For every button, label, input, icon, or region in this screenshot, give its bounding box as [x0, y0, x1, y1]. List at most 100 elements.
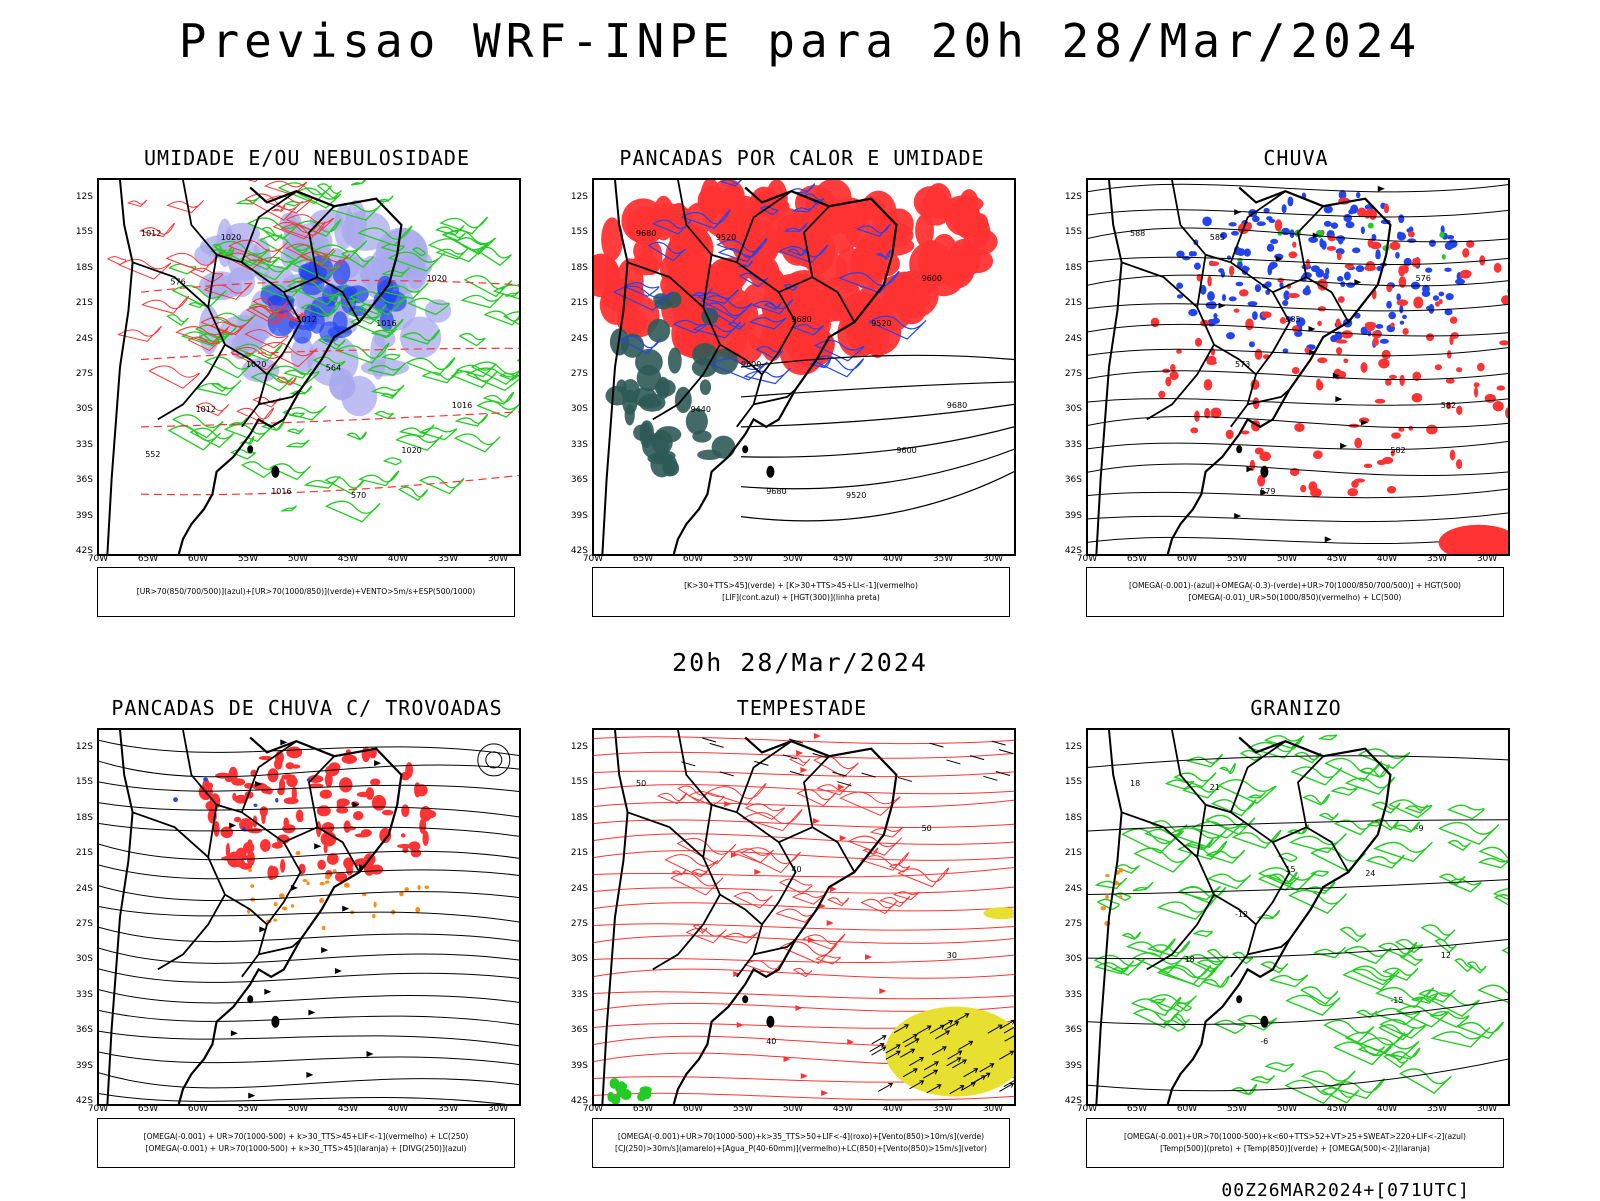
latitude-label: 42S	[570, 546, 588, 556]
contour-label: 570	[351, 491, 366, 500]
longitude-label: 60W	[682, 554, 704, 564]
latitude-label: 39S	[75, 1060, 93, 1071]
contour-label: -9	[1416, 824, 1424, 833]
latitude-label: 12S	[1064, 742, 1082, 752]
latitude-label: 36S	[75, 1025, 93, 1036]
longitude-label: 70W	[582, 1104, 604, 1114]
forecast-map-panel: 1012 1012 1016 1016 1020 1020 1020 1020 1016 1012…	[97, 178, 521, 556]
latitude-label: 18S	[75, 262, 93, 273]
longitude-label: 40W	[387, 554, 409, 564]
contour-label: 9600	[896, 446, 916, 455]
latitude-label: 33S	[1064, 989, 1082, 1000]
latitude-label: 21S	[75, 848, 93, 859]
latitude-label: 21S	[570, 848, 588, 859]
contour-label: 9680	[947, 401, 967, 410]
contour-label: 15	[1285, 865, 1295, 874]
contour-label: 1016	[452, 401, 472, 410]
contour-label: -15	[1390, 996, 1403, 1005]
latitude-label: 12S	[75, 192, 93, 202]
latitude-label: 21S	[75, 298, 93, 309]
longitude-label: 45W	[337, 1104, 359, 1114]
panel-title: PANCADAS DE CHUVA C/ TROVOADAS	[111, 696, 503, 720]
legend-line: [K>30+TTS>45](verde) + [K>30+TTS>45+LI<-…	[684, 581, 918, 590]
contour-label: 9600	[741, 360, 761, 369]
panel-title: UMIDADE E/OU NEBULOSIDADE	[143, 146, 471, 170]
legend-line: [OMEGA(-0.001)+UR>70(1000-500)+k<60+TTS>…	[1123, 1132, 1466, 1141]
longitude-label: 55W	[237, 554, 259, 564]
latitude-label: 30S	[570, 404, 588, 415]
latitude-label: 15S	[75, 227, 93, 238]
longitude-label: 40W	[1376, 1104, 1398, 1114]
latitude-label: 15S	[570, 777, 588, 788]
contour-label: 9520	[846, 491, 866, 500]
latitude-label: 12S	[1064, 192, 1082, 202]
latitude-label: 36S	[75, 475, 93, 486]
latitude-label: 30S	[1064, 404, 1082, 415]
legend-line: [CJ(250)>30m/s](amarelo)+[Agua_P(40-60mm…	[615, 1144, 987, 1153]
longitude-label: 65W	[632, 554, 654, 564]
latitude-label: 39S	[570, 510, 588, 521]
forecast-map-panel	[97, 728, 521, 1106]
latitude-label: 36S	[1064, 1025, 1082, 1036]
longitude-label: 55W	[732, 554, 754, 564]
latitude-label: 12S	[570, 742, 588, 752]
longitude-label: 35W	[437, 554, 459, 564]
contour-label: 9520	[871, 319, 891, 328]
latitude-label: 12S	[75, 742, 93, 752]
latitude-label: 30S	[75, 404, 93, 415]
contour-label: 1020	[427, 274, 447, 283]
latitude-label: 42S	[75, 546, 93, 556]
longitude-label: 60W	[187, 1104, 209, 1114]
contour-label: 18	[1130, 779, 1140, 788]
longitude-label: 45W	[337, 554, 359, 564]
longitude-label: 35W	[1426, 554, 1448, 564]
legend-line: [OMEGA(-0.001) + UR>70(1000-500) + k>30_…	[143, 1132, 469, 1141]
latitude-label: 18S	[570, 812, 588, 823]
contour-label: -6	[1260, 1037, 1268, 1046]
contour-label: 9520	[716, 233, 736, 242]
longitude-label: 45W	[832, 554, 854, 564]
latitude-label: 33S	[570, 989, 588, 1000]
legend-line: [OMEGA(-0.001)+UR>70(1000-500)+k>35_TTS>…	[617, 1132, 985, 1141]
panel-title: CHUVA	[1263, 146, 1329, 170]
longitude-label: 50W	[782, 554, 804, 564]
contour-label: 1020	[401, 446, 421, 455]
contour-label: 579	[1260, 487, 1275, 496]
contour-label: 9680	[636, 229, 656, 238]
contour-label: 582	[1441, 401, 1456, 410]
forecast-map-panel: 9680 9680 9680 9680 9600 9600 9600 9520 9520 9440…	[592, 178, 1016, 556]
longitude-label: 35W	[1426, 1104, 1448, 1114]
contour-label: 585	[1285, 315, 1300, 324]
longitude-label: 45W	[1326, 1104, 1348, 1114]
latitude-label: 15S	[1064, 777, 1082, 788]
contour-label: 18	[1185, 955, 1195, 964]
latitude-label: 27S	[1064, 369, 1082, 379]
longitude-label: 35W	[932, 554, 954, 564]
forecast-map-panel: 50 40 30 40 50	[592, 728, 1016, 1106]
contour-label: 50	[922, 824, 932, 833]
longitude-label: 65W	[137, 554, 159, 564]
longitude-label: 30W	[982, 554, 1004, 564]
contour-label: 12	[1441, 951, 1451, 960]
latitude-label: 30S	[75, 954, 93, 965]
contour-label: 30	[947, 951, 957, 960]
forecast-map-panel: 588 585 582 579 576 573 582 585	[1086, 178, 1510, 556]
latitude-label: 33S	[1064, 439, 1082, 450]
latitude-label: 15S	[1064, 227, 1082, 238]
latitude-label: 21S	[570, 298, 588, 309]
latitude-label: 33S	[570, 439, 588, 450]
contour-label: 576	[170, 278, 185, 287]
longitude-label: 60W	[1176, 554, 1198, 564]
contour-label: 1020	[246, 360, 266, 369]
longitude-label: 50W	[1276, 1104, 1298, 1114]
panel-legend: [UR>70(850/700/500)](azul)+[UR>70(1000/8…	[97, 567, 515, 617]
latitude-label: 18S	[1064, 812, 1082, 823]
contour-label: 588	[1130, 229, 1145, 238]
longitude-label: 70W	[1076, 1104, 1098, 1114]
latitude-label: 36S	[570, 475, 588, 486]
contour-label: 573	[1235, 360, 1250, 369]
longitude-label: 55W	[1226, 1104, 1248, 1114]
latitude-label: 18S	[570, 262, 588, 273]
longitude-label: 60W	[187, 554, 209, 564]
longitude-label: 30W	[487, 1104, 509, 1114]
